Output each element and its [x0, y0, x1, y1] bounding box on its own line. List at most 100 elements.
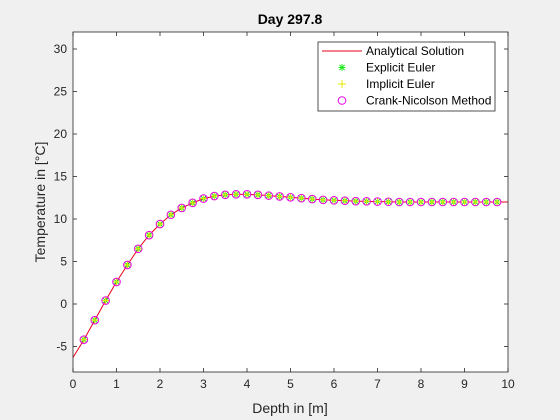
- implicit-euler-point: [253, 190, 262, 199]
- crank-nicolson-point: [155, 219, 165, 229]
- y-tick-label: -5: [56, 340, 67, 354]
- implicit-euler-point: [232, 190, 241, 199]
- implicit-euler-point: [362, 197, 371, 206]
- implicit-euler-point: [134, 244, 143, 253]
- implicit-euler-point: [438, 198, 447, 206]
- crank-nicolson-point: [286, 193, 295, 202]
- crank-nicolson-point: [362, 197, 371, 206]
- legend-item[interactable]: Analytical Solution: [322, 44, 464, 58]
- crank-nicolson-point: [188, 198, 197, 208]
- implicit-euler-point: [156, 220, 164, 229]
- crank-nicolson-point: [210, 191, 219, 201]
- crank-nicolson-point: [112, 277, 121, 287]
- crank-nicolson-point: [79, 335, 89, 345]
- implicit-euler-point: [351, 197, 360, 206]
- x-tick-label: 8: [418, 377, 425, 391]
- crank-nicolson-point: [101, 296, 110, 305]
- implicit-euler-point: [79, 335, 88, 344]
- implicit-euler-point: [177, 203, 186, 212]
- implicit-euler-point: [482, 198, 491, 206]
- implicit-euler-point: [286, 193, 295, 202]
- implicit-euler-point: [340, 196, 349, 205]
- y-tick-label: 30: [54, 42, 68, 56]
- crank-nicolson-point: [481, 197, 491, 207]
- crank-nicolson-point: [166, 210, 176, 220]
- crank-nicolson-point: [416, 197, 426, 207]
- implicit-euler-point: [308, 195, 317, 204]
- legend-label: Analytical Solution: [366, 44, 464, 58]
- x-tick-label: 6: [331, 377, 338, 391]
- crank-nicolson-point: [253, 190, 263, 200]
- y-tick-label: 20: [54, 127, 68, 141]
- legend-circle-symbol: [337, 96, 347, 105]
- implicit-euler-point: [319, 195, 328, 204]
- x-tick-label: 0: [70, 377, 77, 391]
- x-tick-label: 1: [113, 377, 120, 391]
- crank-nicolson-point: [384, 197, 393, 207]
- implicit-euler-point: [460, 198, 469, 206]
- implicit-euler-point: [395, 198, 404, 206]
- crank-nicolson-point: [123, 260, 132, 270]
- legend-item[interactable]: Explicit Euler: [338, 61, 436, 75]
- implicit-euler-point: [243, 190, 251, 199]
- implicit-euler-point: [297, 194, 306, 203]
- crank-nicolson-series: [79, 190, 502, 345]
- legend-label: Implicit Euler: [366, 77, 435, 91]
- legend-item[interactable]: Crank-Nicolson Method: [337, 94, 491, 108]
- chart-title: Day 297.8: [258, 11, 323, 27]
- crank-nicolson-point: [297, 193, 306, 203]
- crank-nicolson-point: [220, 190, 230, 200]
- crank-nicolson-point: [373, 197, 382, 206]
- y-tick-label: 10: [54, 212, 68, 226]
- crank-nicolson-point: [177, 203, 187, 213]
- crank-nicolson-point: [242, 190, 252, 199]
- y-tick-label: 15: [54, 170, 68, 184]
- crank-nicolson-point: [329, 196, 339, 205]
- x-tick-label: 10: [501, 377, 515, 391]
- y-tick-label: 5: [60, 255, 67, 269]
- implicit-euler-point: [449, 198, 458, 206]
- crank-nicolson-point: [340, 196, 350, 206]
- crank-nicolson-point: [438, 197, 448, 207]
- x-tick-label: 3: [200, 377, 207, 391]
- implicit-euler-point: [427, 198, 436, 206]
- implicit-euler-point: [330, 196, 338, 205]
- crank-nicolson-point: [307, 194, 317, 204]
- crank-nicolson-point: [264, 191, 274, 200]
- data-layer: [72, 190, 508, 358]
- legend-label: Crank-Nicolson Method: [366, 94, 491, 108]
- implicit-euler-point: [166, 210, 175, 219]
- crank-nicolson-point: [318, 195, 328, 205]
- crank-nicolson-point: [471, 197, 480, 207]
- legend[interactable]: Analytical Solution Explicit Euler Implici…: [317, 41, 496, 112]
- implicit-euler-point: [90, 316, 99, 325]
- crank-nicolson-point: [133, 244, 143, 254]
- implicit-euler-point: [493, 198, 502, 206]
- crank-nicolson-point: [394, 197, 404, 207]
- implicit-euler-series: [79, 190, 502, 344]
- x-tick-label: 7: [374, 377, 381, 391]
- implicit-euler-point: [264, 191, 273, 200]
- crank-nicolson-point: [90, 315, 100, 325]
- crank-nicolson-point: [460, 197, 469, 207]
- crank-nicolson-point: [405, 197, 415, 207]
- implicit-euler-point: [112, 277, 121, 286]
- implicit-euler-point: [210, 192, 219, 201]
- legend-plus-symbol: [338, 80, 346, 88]
- legend-asterisk-symbol: [338, 64, 346, 71]
- x-axis-ticks: 0 1 2 3 4 5 6 7 8 9 10: [70, 32, 515, 391]
- implicit-euler-point: [471, 198, 480, 206]
- legend-item[interactable]: Implicit Euler: [338, 77, 435, 91]
- implicit-euler-point: [188, 198, 197, 207]
- x-tick-label: 9: [461, 377, 468, 391]
- x-tick-label: 5: [287, 377, 294, 391]
- implicit-euler-point: [145, 231, 154, 240]
- crank-nicolson-point: [492, 197, 502, 207]
- implicit-euler-point: [123, 260, 132, 269]
- implicit-euler-point: [199, 194, 208, 203]
- implicit-euler-point: [384, 197, 393, 206]
- crank-nicolson-point: [427, 197, 437, 207]
- y-axis-label: Temperature in [°C]: [32, 142, 48, 263]
- crank-nicolson-point: [449, 197, 458, 207]
